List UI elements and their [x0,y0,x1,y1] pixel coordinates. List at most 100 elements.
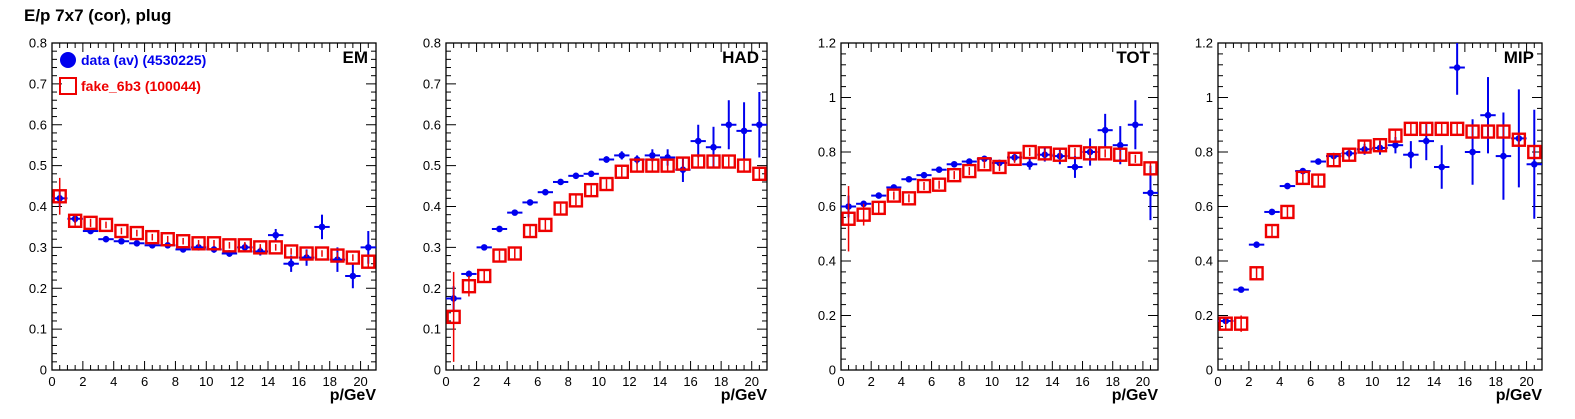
data-point [756,121,763,129]
plot-frame-had [445,42,768,371]
fake-point [1449,121,1465,137]
legend-data-label: data (av) (4530225) [81,52,206,68]
x-tick-label: 12 [1015,374,1029,389]
data-point [557,178,564,186]
x-tick-label: 8 [1338,374,1345,389]
x-tick-label: 12 [1396,374,1410,389]
y-tick-label: 1.2 [1195,36,1213,51]
data-point [966,158,973,165]
data-point [1071,163,1079,171]
x-tick-label: 20 [1136,374,1150,389]
x-tick-label: 12 [622,374,636,389]
x-tick-label: 20 [1519,374,1533,389]
fake-point [299,246,314,261]
data-point [603,156,610,163]
x-tick-label: 10 [592,374,606,389]
fake-point [1082,146,1098,161]
data-point [1026,160,1033,168]
x-tick-label: 16 [292,374,306,389]
data-point [1147,189,1154,197]
data-point [572,172,580,180]
fake-point [222,238,237,253]
y-tick-label: 0.3 [29,240,47,255]
data-point [1469,148,1476,156]
fake-point [253,240,268,255]
x-tick-label: 12 [230,374,244,389]
data-point [1237,286,1245,293]
x-tick-label: 14 [1427,374,1441,389]
x-tick-label: 18 [1105,374,1119,389]
fake-point [1007,151,1022,167]
y-tick-label: 0.4 [29,199,47,214]
x-tick-label: 0 [837,374,844,389]
data-point [1422,137,1430,145]
data-point [1438,163,1446,171]
x-axis-label: p/GeV [1112,387,1159,404]
data-point [587,170,595,178]
fake-point [314,246,330,261]
x-axis-label: p/GeV [330,387,377,404]
fake-point [461,279,477,294]
fake-point [645,158,660,173]
data-point [133,239,141,247]
fake-point [52,189,67,204]
fake-point [477,268,492,284]
fake-point [1465,124,1480,139]
data-point [1500,152,1507,160]
y-tick-label: 0.5 [423,158,441,173]
y-tick-label: 0.8 [29,36,47,51]
x-tick-label: 2 [79,374,86,389]
data-point [318,223,326,231]
fake-point [1022,144,1037,160]
x-axis-label: p/GeV [1496,387,1543,404]
y-tick-label: 0.7 [423,76,441,91]
y-tick-label: 0.5 [29,158,47,173]
y-tick-label: 0 [1206,363,1213,378]
fake-point [736,158,752,173]
fake-point [330,248,345,263]
fake-point [1113,147,1128,162]
x-tick-label: 16 [1458,374,1472,389]
legend-fake-marker [59,77,77,95]
fake-point [1233,316,1249,331]
y-tick-label: 0.2 [29,281,47,296]
fake-point [507,246,522,261]
fake-point [1295,170,1311,186]
panel-label-em: EM [343,48,369,67]
fake-point [345,250,361,265]
fake-point [962,163,977,179]
x-tick-label: 10 [1365,374,1379,389]
y-tick-label: 0.7 [29,76,47,91]
y-tick-label: 0.8 [818,145,836,160]
data-point [740,127,748,135]
figure-title: E/p 7x7 (cor), plug [24,6,172,25]
y-tick-label: 0.4 [1195,254,1213,269]
x-tick-label: 20 [744,374,758,389]
fake-point [553,201,568,216]
fake-point [886,188,902,203]
data-point [496,225,503,233]
y-tick-label: 1 [829,90,836,105]
data-point [1407,151,1415,159]
y-tick-label: 0 [434,363,441,378]
fake-point [871,200,886,216]
fake-point [629,158,645,173]
fake-point [191,236,206,251]
fake-point [538,217,553,233]
x-tick-label: 2 [473,374,480,389]
data-point [480,244,488,251]
fake-point [1357,139,1372,154]
fake-point [1037,146,1052,161]
data-point [1392,141,1399,149]
fake-point [721,154,736,169]
y-tick-label: 0.1 [29,322,47,337]
fake-point [977,157,992,172]
fake-point [1419,121,1434,137]
fake-point [206,236,222,251]
fake-point [175,234,191,249]
panel-label-mip: MIP [1504,48,1534,67]
fake-point [1067,144,1083,160]
data-point [1530,160,1538,168]
data-point [526,199,534,206]
